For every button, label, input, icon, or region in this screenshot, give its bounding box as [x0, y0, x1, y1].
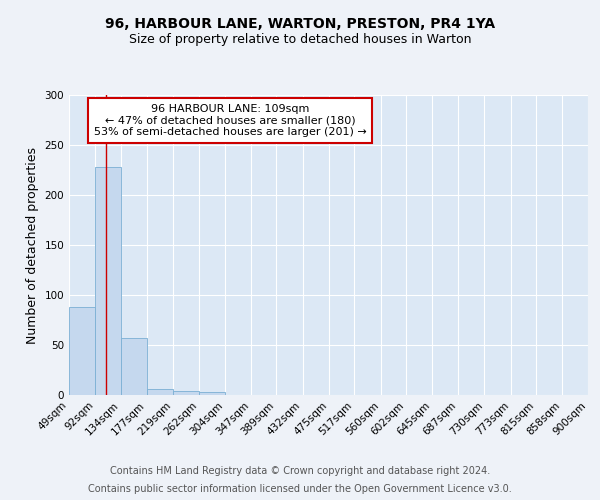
- Text: 96 HARBOUR LANE: 109sqm
← 47% of detached houses are smaller (180)
53% of semi-d: 96 HARBOUR LANE: 109sqm ← 47% of detache…: [94, 104, 366, 137]
- Bar: [69, 307, 95, 395]
- Text: Contains HM Land Registry data © Crown copyright and database right 2024.: Contains HM Land Registry data © Crown c…: [110, 466, 490, 476]
- Text: 96, HARBOUR LANE, WARTON, PRESTON, PR4 1YA: 96, HARBOUR LANE, WARTON, PRESTON, PR4 1…: [105, 18, 495, 32]
- Text: Size of property relative to detached houses in Warton: Size of property relative to detached ho…: [129, 32, 471, 46]
- Text: Contains public sector information licensed under the Open Government Licence v3: Contains public sector information licen…: [88, 484, 512, 494]
- Bar: [95, 167, 121, 395]
- Bar: [173, 391, 199, 395]
- Y-axis label: Number of detached properties: Number of detached properties: [26, 146, 39, 344]
- Bar: [147, 389, 173, 395]
- Bar: [199, 392, 224, 395]
- Bar: [121, 338, 147, 395]
